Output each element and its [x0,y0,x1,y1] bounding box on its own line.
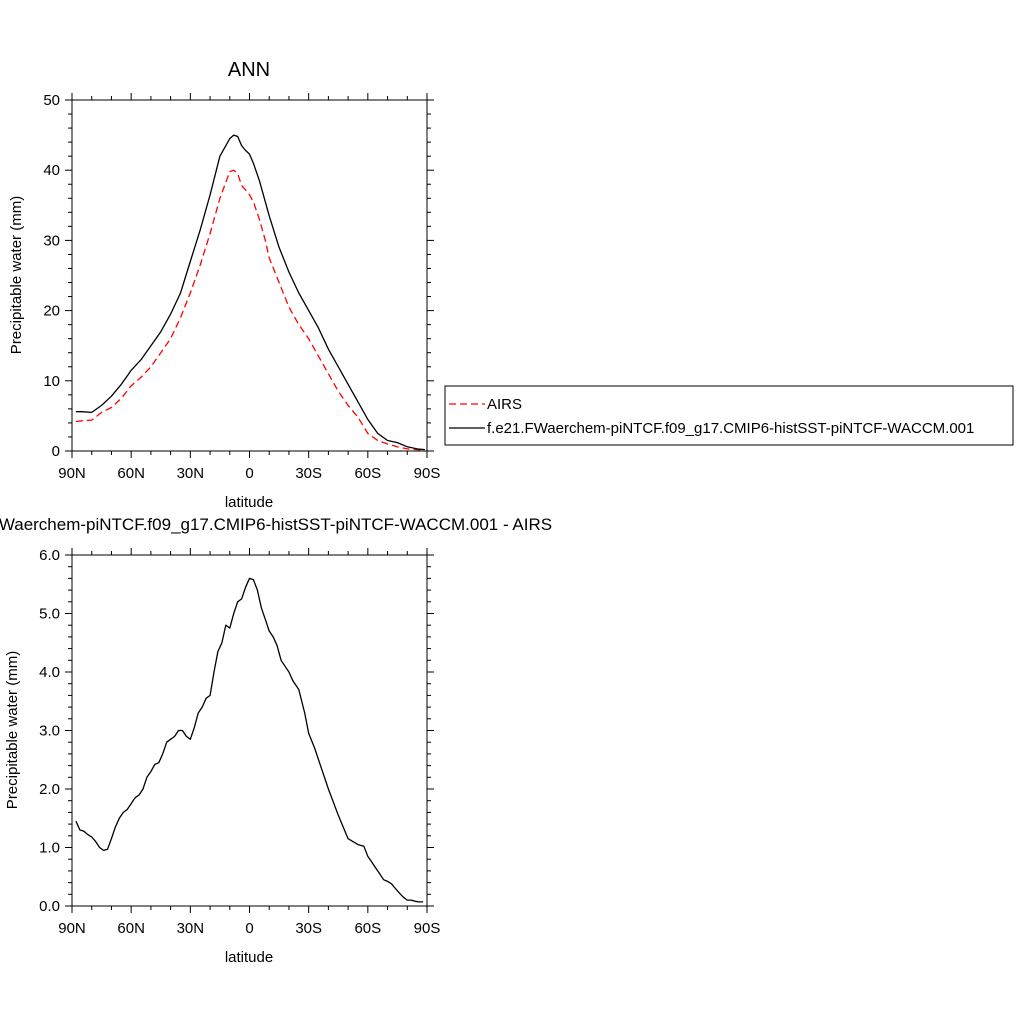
series-line-airs-dashed [75,169,426,451]
bottom-axis-ticks [65,548,434,913]
bottom-y-axis-label: Precipitable water (mm) [4,651,21,809]
y-tick-label: 0.0 [39,898,60,915]
top-x-tick-labels: 90N 60N 30N 0 30S 60S 90S [58,465,440,482]
x-tick-label: 60S [354,465,381,482]
x-tick-label: 90N [58,920,86,937]
legend-label-model: f.e21.FWaerchem-piNTCF.f09_g17.CMIP6-his… [487,420,974,437]
x-tick-label: 0 [245,465,253,482]
bottom-series-lines [75,577,424,903]
x-tick-label: 60S [354,920,381,937]
y-tick-label: 30 [43,232,60,249]
y-tick-label: 40 [43,162,60,179]
y-tick-label: 4.0 [39,664,60,681]
bottom-y-tick-labels: 0.0 1.0 2.0 3.0 4.0 5.0 6.0 [39,547,60,915]
top-x-axis-label: latitude [225,494,273,511]
y-tick-label: 5.0 [39,606,60,623]
x-tick-label: 30N [177,465,205,482]
y-tick-label: 10 [43,373,60,390]
x-tick-label: 90N [58,465,86,482]
top-plot-frame [71,99,428,452]
legend-label-airs: AIRS [487,396,522,413]
legend: AIRS f.e21.FWaerchem-piNTCF.f09_g17.CMIP… [444,385,1014,446]
x-tick-label: 30N [177,920,205,937]
top-chart-title: ANN [228,59,270,81]
y-tick-label: 50 [43,92,60,109]
top-y-axis-label: Precipitable water (mm) [8,196,25,354]
bottom-chart-title: f.e21.FWaerchem-piNTCF.f09_g17.CMIP6-his… [0,515,552,534]
bottom-x-tick-labels: 90N 60N 30N 0 30S 60S 90S [58,920,440,937]
x-tick-label: 60N [117,920,145,937]
top-axis-ticks [65,93,434,458]
legend-box [444,385,1014,446]
bottom-plot-frame [71,554,428,907]
y-tick-label: 3.0 [39,723,60,740]
y-tick-label: 0 [52,443,60,460]
y-tick-label: 2.0 [39,781,60,798]
x-tick-label: 0 [245,920,253,937]
top-series-lines [75,134,426,451]
x-tick-label: 90S [414,465,441,482]
y-tick-label: 20 [43,303,60,320]
x-tick-label: 30S [295,920,322,937]
y-tick-label: 1.0 [39,840,60,857]
x-tick-label: 60N [117,465,145,482]
top-panel: ANN 90N 60N 30N 0 30S 60S 90S 0 10 20 30 40 50 lati… [8,59,440,511]
series-line-difference [75,577,424,903]
bottom-x-axis-label: latitude [225,949,273,966]
x-tick-label: 30S [295,465,322,482]
x-tick-label: 90S [414,920,441,937]
series-line-f [75,134,426,451]
bottom-panel: f.e21.FWaerchem-piNTCF.f09_g17.CMIP6-his… [0,515,552,966]
y-tick-label: 6.0 [39,547,60,564]
top-y-tick-labels: 0 10 20 30 40 50 [43,92,60,460]
